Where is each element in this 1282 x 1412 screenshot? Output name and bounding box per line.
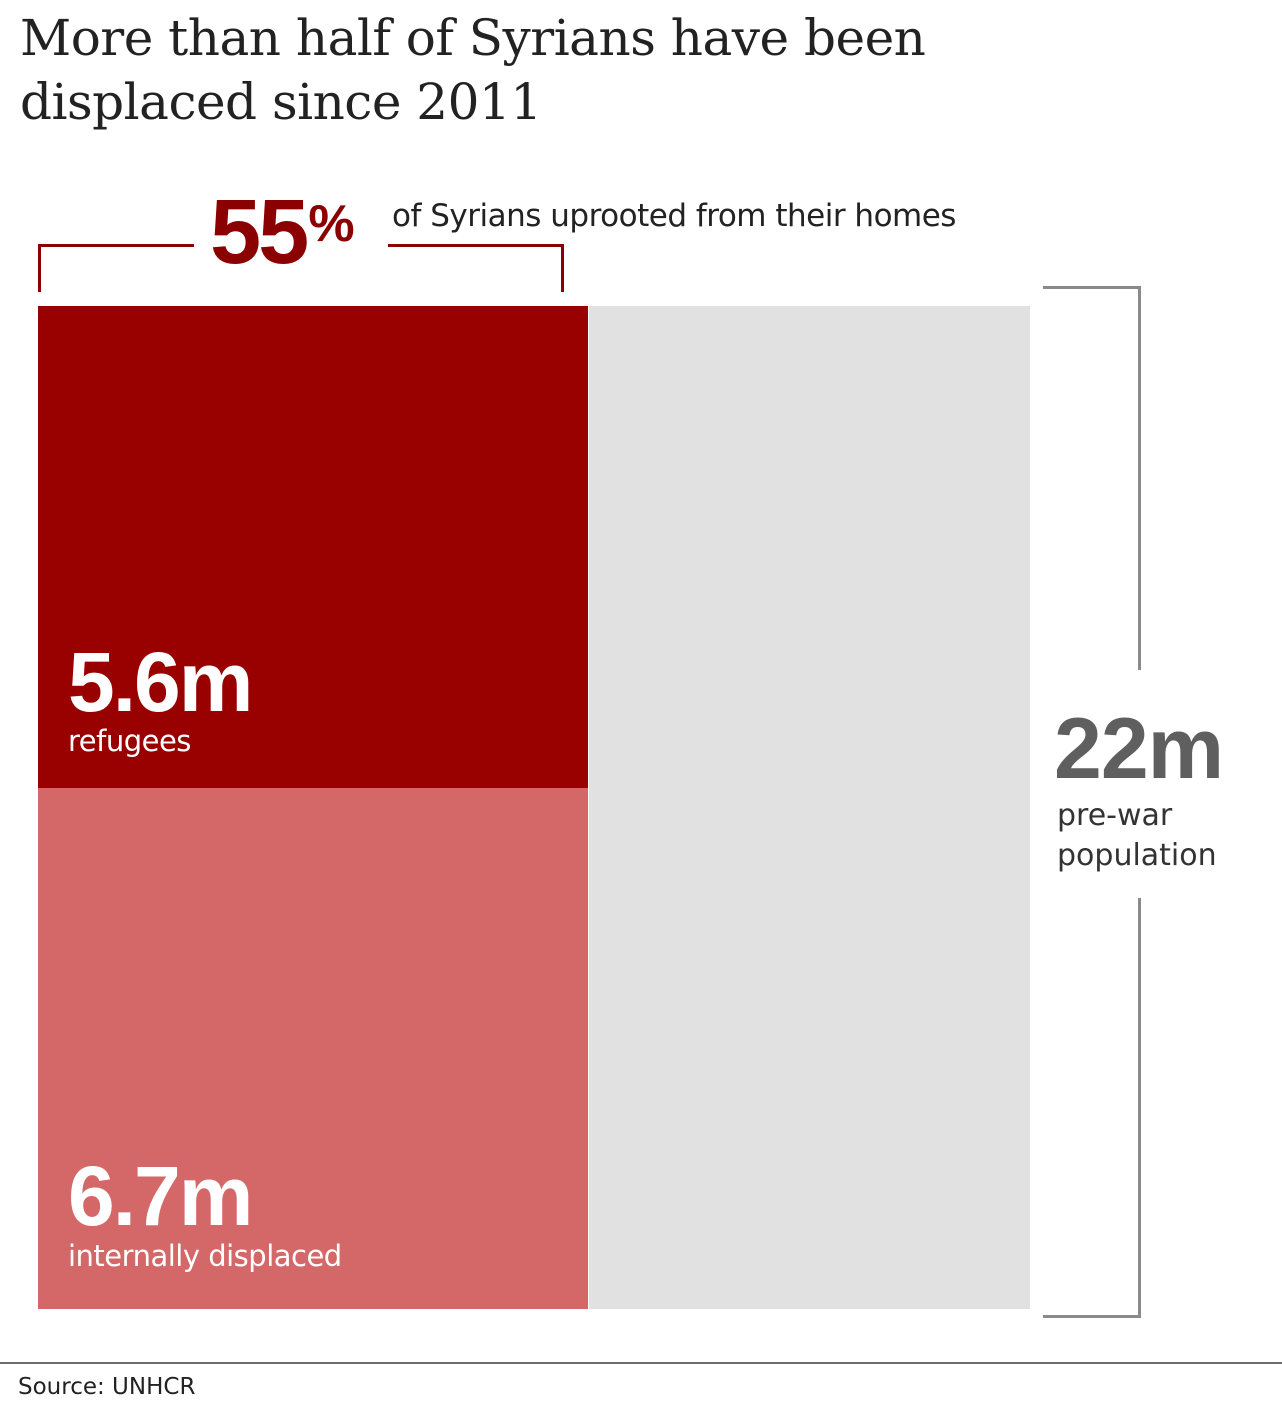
internally-displaced-area: 6.7m internally displaced <box>38 788 588 1309</box>
displaced-bracket-right <box>388 244 564 292</box>
percentage-sign: % <box>308 195 355 253</box>
footer-divider <box>0 1362 1282 1364</box>
refugees-value: 5.6m <box>68 635 253 729</box>
internally-displaced-label: internally displaced <box>68 1239 342 1273</box>
source-note: Source: UNHCR <box>18 1374 196 1400</box>
displaced-bracket-left <box>38 244 194 292</box>
population-bracket-bottom <box>1043 898 1141 1318</box>
refugees-area: 5.6m refugees <box>38 306 588 788</box>
percentage-caption: of Syrians uprooted from their homes <box>392 198 956 234</box>
chart-title: More than half of Syrians have been disp… <box>20 9 926 131</box>
not-displaced-area <box>589 306 1030 1309</box>
population-total-value: 22m <box>1054 701 1224 797</box>
population-caption-line2: population <box>1057 838 1217 873</box>
percentage-value: 55 <box>210 181 309 283</box>
displaced-percentage: 55 % <box>210 186 355 278</box>
population-caption-line1: pre-war <box>1057 798 1173 833</box>
refugees-label: refugees <box>68 724 191 758</box>
internally-displaced-value: 6.7m <box>68 1149 253 1243</box>
population-bracket-top <box>1043 286 1141 670</box>
population-total-caption: pre-war population <box>1057 796 1217 876</box>
